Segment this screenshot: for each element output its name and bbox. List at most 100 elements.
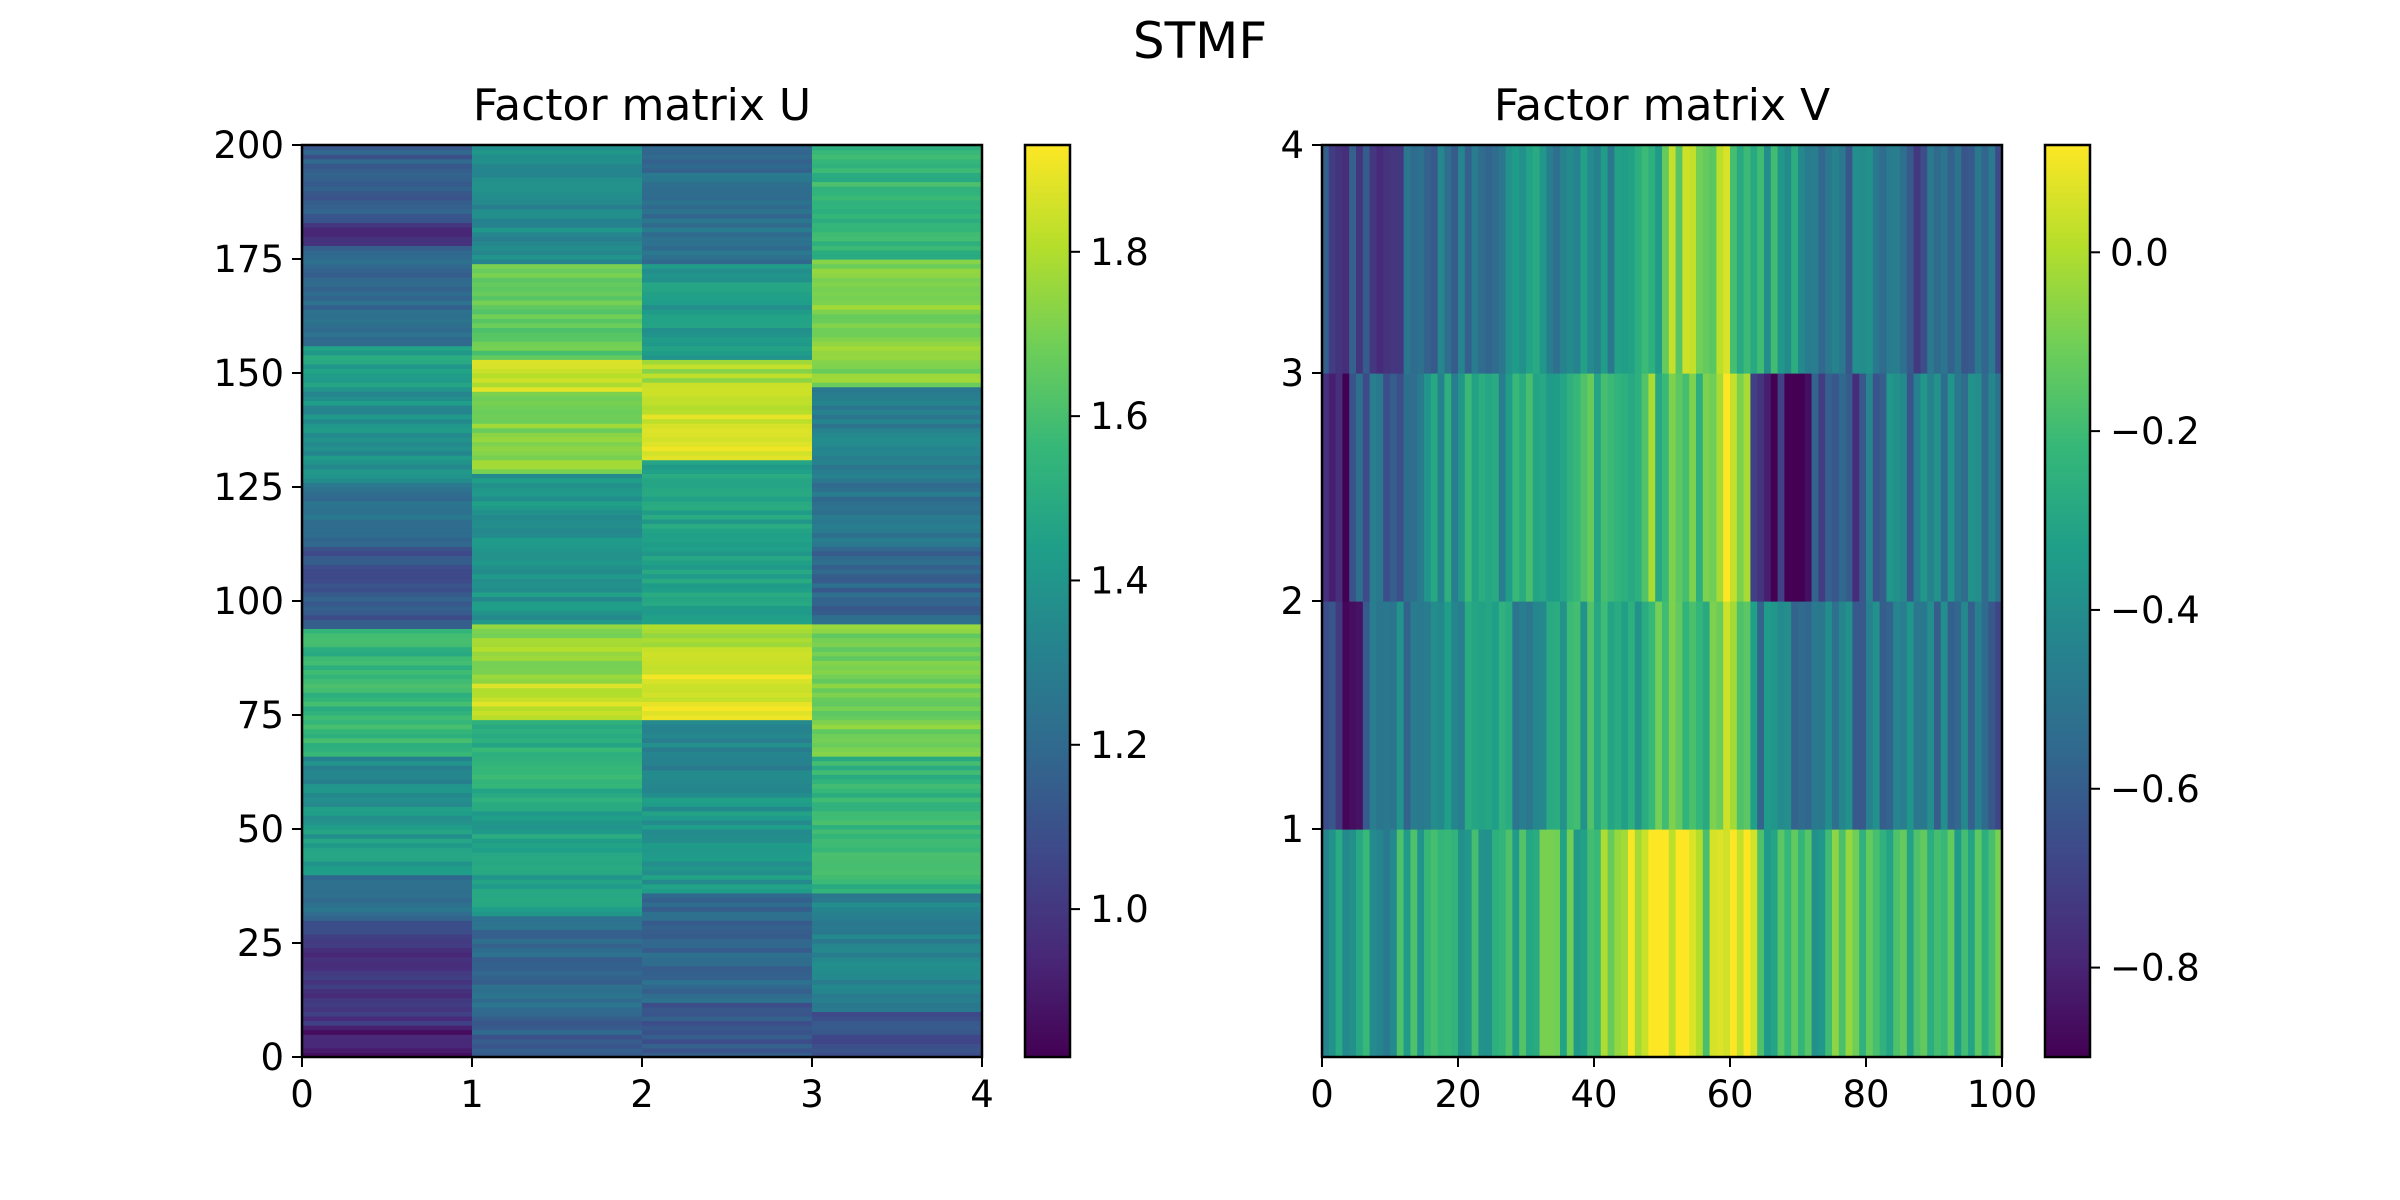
heatmap-cell [302, 610, 473, 616]
heatmap-cell [812, 327, 983, 333]
heatmap-cell [1430, 601, 1439, 830]
heatmap-cell [642, 158, 813, 164]
heatmap-cell [1383, 145, 1391, 374]
heatmap-cell [302, 920, 473, 926]
heatmap-cell [472, 158, 643, 164]
heatmap-cell [1573, 145, 1581, 374]
x-tick-label: 0 [1310, 1073, 1334, 1116]
heatmap-cell [472, 331, 643, 338]
heatmap-cell [642, 1025, 813, 1031]
heatmap-cell [642, 888, 813, 894]
heatmap-cell [642, 961, 813, 967]
heatmap-cell [1628, 373, 1636, 602]
heatmap-cell [642, 906, 813, 912]
heatmap-cell [1444, 145, 1452, 374]
heatmap-cell [642, 897, 813, 903]
heatmap-cell [472, 797, 643, 803]
heatmap-cell [472, 1011, 643, 1017]
heatmap-cell [1927, 829, 1935, 1058]
heatmap-cell [1641, 601, 1649, 830]
heatmap-cell [472, 974, 643, 981]
heatmap-cell [472, 423, 643, 429]
heatmap-cell [472, 938, 643, 944]
heatmap-cell [302, 564, 473, 570]
heatmap-cell [642, 418, 813, 424]
heatmap-cell [1777, 829, 1785, 1058]
heatmap-cell [1471, 145, 1479, 374]
heatmap-cell [642, 829, 813, 835]
heatmap-cell [472, 359, 643, 365]
heatmap-cell [812, 906, 983, 912]
heatmap-cell [642, 705, 813, 712]
heatmap-cell [812, 660, 983, 666]
heatmap-cell [1845, 601, 1853, 830]
heatmap-cell [812, 911, 983, 917]
heatmap-cell [302, 806, 473, 812]
heatmap-cell [812, 892, 983, 898]
heatmap-cell [1356, 601, 1364, 830]
heatmap-cell [642, 582, 813, 588]
heatmap-cell [302, 400, 473, 406]
heatmap-cell [642, 505, 813, 511]
heatmap-cell [1458, 373, 1466, 602]
heatmap-cell [812, 154, 983, 160]
heatmap-cell [1424, 373, 1432, 602]
heatmap-cell [1906, 601, 1915, 830]
heatmap-cell [812, 204, 983, 210]
heatmap-cell [472, 655, 643, 661]
heatmap-cell [812, 901, 983, 908]
heatmap-cell [472, 915, 643, 921]
heatmap-cell [812, 797, 983, 803]
heatmap-cell [642, 924, 813, 930]
heatmap-cell [642, 715, 813, 721]
colorbar-tick-label: 1.4 [1090, 559, 1149, 602]
heatmap-cell [642, 860, 813, 867]
heatmap-cell [1526, 145, 1534, 374]
heatmap-cell [472, 450, 643, 456]
heatmap-cell [1825, 829, 1833, 1058]
heatmap-cell [302, 459, 473, 465]
heatmap-cell [472, 979, 643, 985]
heatmap-cell [472, 824, 643, 830]
heatmap-cell [642, 1020, 813, 1026]
heatmap-cell [1716, 829, 1724, 1058]
heatmap-cell [1818, 373, 1826, 602]
heatmap-cell [302, 924, 473, 930]
heatmap-cell [812, 409, 983, 415]
heatmap-cell [472, 1006, 643, 1012]
heatmap-cell [472, 1002, 643, 1008]
heatmap-cell [1566, 829, 1575, 1058]
heatmap-cell [1322, 145, 1330, 374]
heatmap-cell [472, 997, 643, 1003]
heatmap-cell [472, 363, 643, 370]
heatmap-cell [472, 290, 643, 297]
heatmap-cell [1328, 373, 1337, 602]
heatmap-cell [1485, 829, 1493, 1058]
heatmap-cell [1628, 829, 1636, 1058]
heatmap-cell [812, 555, 983, 561]
heatmap-cell [472, 664, 643, 670]
heatmap-cell [302, 455, 473, 461]
heatmap-cell [1682, 829, 1690, 1058]
heatmap-cell [642, 281, 813, 287]
heatmap-cell [302, 391, 473, 397]
heatmap-cell [1526, 601, 1534, 830]
heatmap-cell [1988, 601, 1996, 830]
heatmap-cell [1342, 373, 1350, 602]
heatmap-cell [302, 760, 473, 766]
heatmap-cell [302, 254, 473, 260]
heatmap-cell [302, 637, 473, 643]
heatmap-cell [472, 300, 643, 306]
heatmap-cell [642, 806, 813, 812]
heatmap-cell [812, 787, 983, 794]
heatmap-cell [1906, 145, 1915, 374]
heatmap-cell [812, 1052, 983, 1058]
heatmap-cell [302, 879, 473, 885]
heatmap-cell [472, 956, 643, 962]
heatmap-cell [302, 819, 473, 826]
heatmap-cell [302, 213, 473, 219]
heatmap-cell [812, 432, 983, 438]
heatmap-cell [302, 664, 473, 670]
heatmap-cell [302, 500, 473, 506]
heatmap-cell [1648, 145, 1656, 374]
